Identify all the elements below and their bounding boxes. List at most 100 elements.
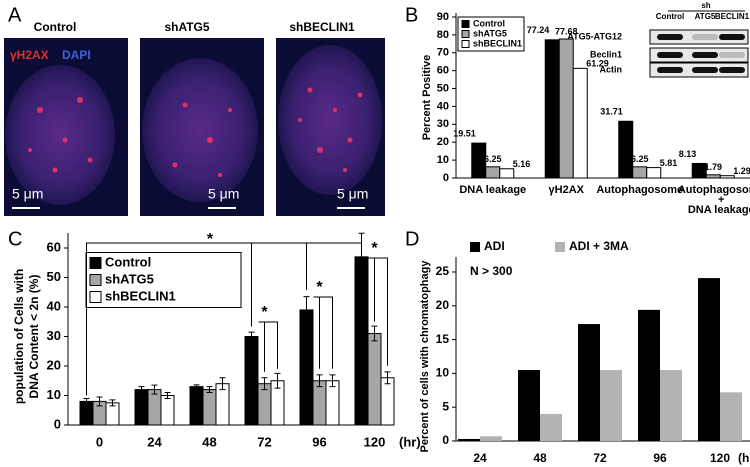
column-label: shBECLIN1 <box>289 20 355 34</box>
blot-lane: ATG5 <box>695 12 716 21</box>
x-tick-label: 120 <box>364 434 386 449</box>
bar <box>600 370 622 441</box>
chart: D 0 5 10 15 20 25 Percent of cells with chromat… <box>405 228 750 465</box>
bar <box>691 162 707 179</box>
y-tick-label: 0 <box>54 416 61 431</box>
y-tick-label: 50 <box>47 269 61 284</box>
error-bar <box>303 296 310 324</box>
significance: * <box>261 304 268 321</box>
error-bar <box>151 384 158 395</box>
bar <box>325 380 340 426</box>
bar <box>572 67 588 179</box>
y-tick-label: 80 <box>437 29 449 41</box>
nucleus <box>278 45 382 195</box>
bar <box>698 278 720 441</box>
error-bar <box>261 377 268 391</box>
y-tick-label: 15 <box>436 332 450 346</box>
y-tick-label: 40 <box>47 298 61 313</box>
blot-band <box>692 52 718 58</box>
blot-band <box>692 67 718 73</box>
significance: * <box>207 231 214 248</box>
error-bar <box>138 386 145 394</box>
legend-swatch <box>89 274 102 286</box>
panel-letter: B <box>405 4 418 26</box>
foci <box>28 87 363 177</box>
y-tick-label: 0 <box>442 433 449 447</box>
y-tick-label: 70 <box>437 47 449 59</box>
x-tick-label: 72 <box>257 434 271 449</box>
bar <box>312 380 327 426</box>
legend-swatch <box>555 242 565 252</box>
error-bar <box>83 397 90 405</box>
blot-band <box>719 67 745 73</box>
y-tick-label: 20 <box>437 136 449 148</box>
data-label: 1.29 <box>733 166 750 176</box>
bar <box>147 389 162 426</box>
y-tick-label: 90 <box>437 11 449 23</box>
bar <box>471 142 487 179</box>
bar <box>189 386 204 426</box>
y-axis-label: DNA Content < 2n (%) <box>27 275 41 399</box>
legend-swatch <box>89 257 102 269</box>
bar <box>480 436 502 441</box>
bar <box>499 168 515 179</box>
data-label: 8.13 <box>679 149 697 159</box>
bar <box>558 38 574 179</box>
blot-row: ATG5-ATG12 <box>567 31 622 41</box>
x-tick-label: 48 <box>202 434 216 449</box>
error-bar <box>274 372 281 389</box>
blot-group: sh <box>701 1 710 10</box>
y-tick-label: 10 <box>437 154 449 166</box>
bar <box>380 377 395 426</box>
y-tick-label: 40 <box>437 100 449 112</box>
x-axis-label: (hr) <box>738 451 750 465</box>
note: N > 300 <box>470 264 513 278</box>
blot-band <box>692 34 718 40</box>
bar <box>578 324 600 441</box>
legend-swatch <box>461 20 470 28</box>
error-bar <box>193 384 200 389</box>
panel-letter: C <box>8 228 22 250</box>
legend-label: ADI <box>484 239 505 253</box>
error-bar <box>384 371 391 385</box>
panel-letter: D <box>405 228 419 250</box>
bar <box>134 389 149 426</box>
bar <box>299 309 314 426</box>
significance: * <box>371 240 378 257</box>
x-tick-label: 72 <box>593 451 607 465</box>
bracket <box>86 242 362 396</box>
legend-label: shATG5 <box>473 28 507 38</box>
legend-label: shBECLIN1 <box>105 288 176 303</box>
y-tick-label: 20 <box>436 298 450 312</box>
x-tick-label: 0 <box>96 434 103 449</box>
data-label: 19.51 <box>453 128 476 138</box>
error-bar <box>206 386 213 394</box>
bar <box>632 166 648 179</box>
legend-label: Control <box>105 254 151 269</box>
y-tick-label: 10 <box>436 366 450 380</box>
legend-swatch <box>461 40 470 48</box>
error-bar <box>164 392 171 399</box>
bar <box>354 256 369 426</box>
data-label: 1.79 <box>704 162 722 172</box>
bracket <box>258 321 278 372</box>
blot-lane: Control <box>656 12 684 21</box>
scale-label: 5 μm <box>12 186 43 202</box>
data-label: 6.25 <box>631 154 649 164</box>
column-label: Control <box>34 20 77 34</box>
bar <box>544 39 560 179</box>
error-bar <box>109 399 116 407</box>
bar <box>646 167 662 179</box>
x-tick-label: 96 <box>312 434 326 449</box>
blot-band <box>657 34 683 40</box>
bar <box>458 438 480 441</box>
bar <box>638 309 660 441</box>
x-tick-label: 96 <box>653 451 667 465</box>
bar <box>244 336 259 426</box>
blot-band <box>719 34 745 40</box>
y-tick-label: 10 <box>47 387 61 402</box>
data-label: 5.81 <box>660 158 678 168</box>
legend-label: shATG5 <box>105 271 154 286</box>
x-tick-label: DNA leakage <box>459 184 526 196</box>
x-tick-label-line: DNA leakage <box>688 204 750 216</box>
